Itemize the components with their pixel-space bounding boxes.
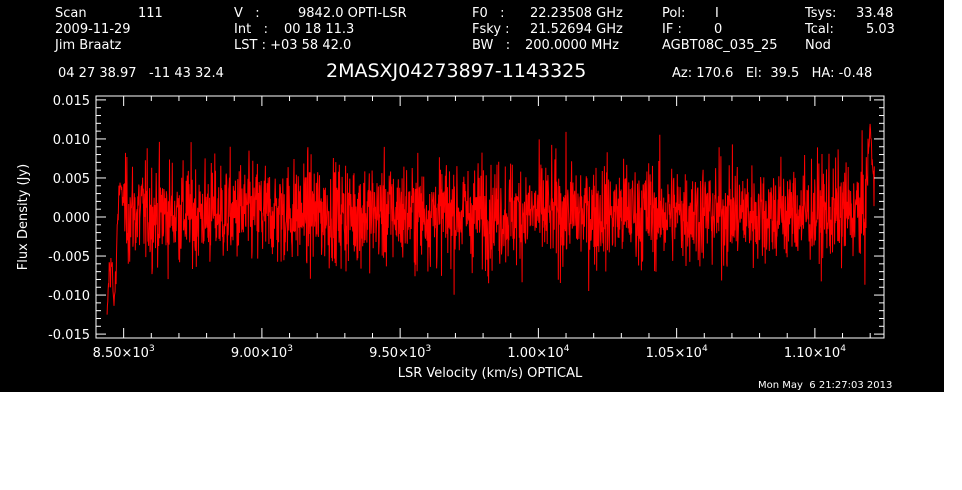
int-value: 00 18 11.3 bbox=[284, 22, 355, 37]
y-tick-label: -0.010 bbox=[48, 289, 90, 304]
x-tick-label: 9.00×103 bbox=[231, 344, 293, 361]
az-el-ha-readout: Az: 170.6 El: 39.5 HA: -0.48 bbox=[672, 66, 873, 81]
spectrum-series-line bbox=[106, 123, 875, 315]
pol-value: I bbox=[715, 6, 719, 21]
if-value: 0 bbox=[714, 22, 723, 37]
velocity-value: 9842.0 OPTI-LSR bbox=[298, 6, 407, 21]
int-label: Int : bbox=[234, 22, 268, 37]
project-id: AGBT08C_035_25 bbox=[662, 38, 778, 53]
tick-layer: 0.015 0.010 0.005 0.000 -0.005 -0.010 -0.0158.… bbox=[48, 94, 884, 361]
spectrum-panel bbox=[0, 0, 944, 392]
y-axis-label: Flux Density (Jy) bbox=[16, 164, 31, 270]
observing-mode: Nod bbox=[805, 38, 831, 53]
x-tick-label: 1.10×104 bbox=[784, 344, 846, 361]
bw-label: BW : bbox=[472, 38, 511, 53]
y-tick-label: 0.015 bbox=[53, 94, 90, 109]
f0-value: 22.23508 GHz bbox=[530, 6, 623, 21]
bw-value: 200.0000 MHz bbox=[525, 38, 619, 53]
y-tick-label: 0.000 bbox=[53, 211, 90, 226]
timestamp: Mon May 6 21:27:03 2013 bbox=[758, 380, 893, 391]
observer-name: Jim Braatz bbox=[55, 38, 122, 53]
x-axis-label: LSR Velocity (km/s) OPTICAL bbox=[398, 366, 583, 381]
if-label: IF : bbox=[662, 22, 682, 37]
ra-dec-coordinates: 04 27 38.97 -11 43 32.4 bbox=[58, 66, 224, 81]
source-name: 2MASXJ04273897-1143325 bbox=[326, 60, 587, 82]
x-tick-label: 1.00×104 bbox=[507, 344, 569, 361]
fsky-label: Fsky : bbox=[472, 22, 510, 37]
scan-value: 111 bbox=[138, 6, 163, 21]
f0-label: F0 : bbox=[472, 6, 505, 21]
x-tick-label: 1.05×104 bbox=[646, 344, 708, 361]
spectrum-chart: 0.015 0.010 0.005 0.000 -0.005 -0.010 -0.0158.… bbox=[16, 94, 885, 381]
scan-label: Scan bbox=[55, 6, 87, 21]
tcal-value: 5.03 bbox=[866, 22, 895, 37]
y-tick-label: -0.015 bbox=[48, 328, 90, 343]
y-tick-label: -0.005 bbox=[48, 250, 90, 265]
pol-label: Pol: bbox=[662, 6, 686, 21]
tsys-value: 33.48 bbox=[856, 6, 894, 21]
tsys-label: Tsys: bbox=[805, 6, 837, 21]
velocity-label: V : bbox=[234, 6, 260, 21]
tcal-label: Tcal: bbox=[805, 22, 834, 37]
series-layer bbox=[106, 123, 875, 315]
fsky-value: 21.52694 GHz bbox=[530, 22, 623, 37]
observation-date: 2009-11-29 bbox=[55, 22, 131, 37]
lst-readout: LST : +03 58 42.0 bbox=[234, 38, 352, 53]
y-tick-label: 0.005 bbox=[53, 172, 90, 187]
y-tick-label: 0.010 bbox=[53, 133, 90, 148]
x-tick-label: 9.50×103 bbox=[369, 344, 431, 361]
x-tick-label: 8.50×103 bbox=[93, 344, 155, 361]
